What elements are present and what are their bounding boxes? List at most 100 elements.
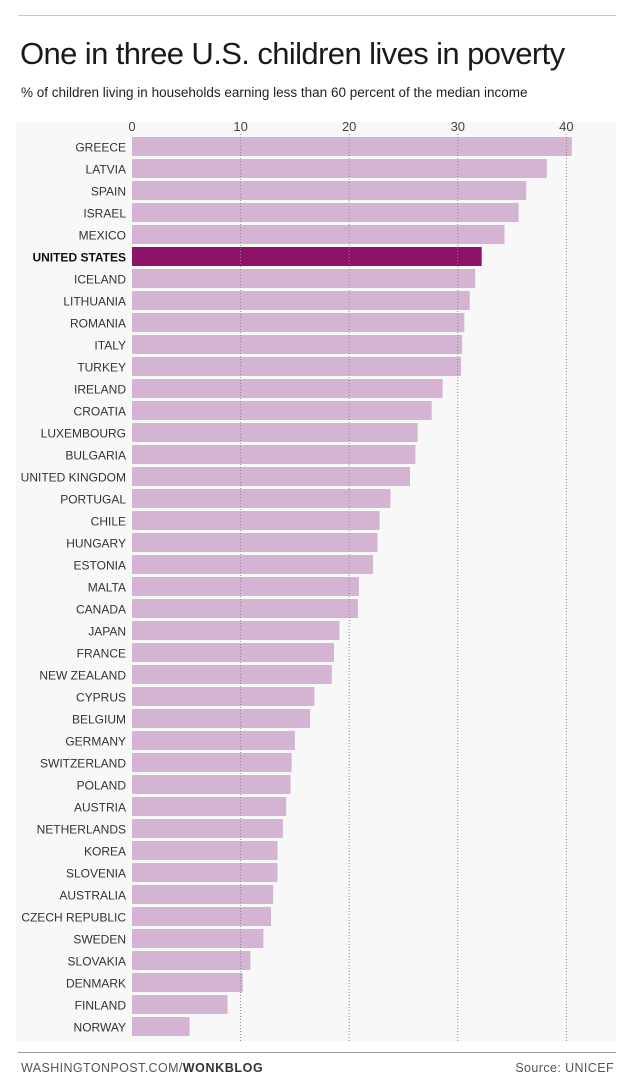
bar-norway <box>132 1017 190 1036</box>
category-label-croatia: CROATIA <box>74 405 126 419</box>
x-axis-ticks: 0 10 20 30 40 <box>128 119 573 134</box>
bar-slovakia <box>132 951 251 970</box>
category-label-slovakia: SLOVAKIA <box>68 955 126 969</box>
bar-latvia <box>132 159 547 178</box>
category-label-bulgaria: BULGARIA <box>65 449 126 463</box>
category-label-united-states: UNITED STATES <box>32 251 126 265</box>
category-label-portugal: PORTUGAL <box>60 493 126 507</box>
bar-mexico <box>132 225 505 244</box>
bar-italy <box>132 335 463 354</box>
bar-united-kingdom <box>132 467 411 486</box>
bar-austria <box>132 797 287 816</box>
bar-cyprus <box>132 687 315 706</box>
category-label-cyprus: CYPRUS <box>76 691 126 705</box>
category-label-italy: ITALY <box>94 339 126 353</box>
chart-subtitle: % of children living in households earni… <box>21 85 528 100</box>
x-tick-label-0: 0 <box>128 119 135 134</box>
bar-romania <box>132 313 465 332</box>
bar-israel <box>132 203 519 222</box>
bottom-rule <box>18 1052 616 1053</box>
x-tick-label-40: 40 <box>559 119 573 134</box>
bar-spain <box>132 181 527 200</box>
bar-chart: 0 10 20 30 40 GREECE LATVIA SPAIN ISRAEL MEXICO U… <box>20 119 574 1041</box>
bar-denmark <box>132 973 243 992</box>
chart-title: One in three U.S. children lives in pove… <box>20 36 565 71</box>
bar-slovenia <box>132 863 278 882</box>
bar-ireland <box>132 379 443 398</box>
category-label-canada: CANADA <box>76 603 126 617</box>
gridlines-group <box>240 134 567 1041</box>
bar-germany <box>132 731 295 750</box>
category-label-romania: ROMANIA <box>70 317 126 331</box>
category-label-slovenia: SLOVENIA <box>66 867 126 881</box>
bar-japan <box>132 621 340 640</box>
category-label-poland: POLAND <box>77 779 127 793</box>
category-label-switzerland: SWITZERLAND <box>40 757 126 771</box>
bar-croatia <box>132 401 432 420</box>
top-rule <box>18 15 616 16</box>
category-label-norway: NORWAY <box>74 1021 126 1035</box>
x-tick-label-20: 20 <box>342 119 356 134</box>
bar-turkey <box>132 357 462 376</box>
bar-malta <box>132 577 359 596</box>
bar-poland <box>132 775 291 794</box>
category-label-united-kingdom: UNITED KINGDOM <box>21 471 126 485</box>
footer-source: Source: UNICEF <box>515 1061 614 1075</box>
bar-finland <box>132 995 228 1014</box>
category-label-japan: JAPAN <box>88 625 126 639</box>
category-labels: GREECE LATVIA SPAIN ISRAEL MEXICO UNITED STAT… <box>21 141 127 1035</box>
category-label-chile: CHILE <box>91 515 126 529</box>
bar-lithuania <box>132 291 470 310</box>
bar-netherlands <box>132 819 283 838</box>
category-label-austria: AUSTRIA <box>74 801 126 815</box>
category-label-new-zealand: NEW ZEALAND <box>39 669 126 683</box>
bar-canada <box>132 599 358 618</box>
x-tick-label-10: 10 <box>233 119 247 134</box>
category-label-mexico: MEXICO <box>79 229 126 243</box>
category-label-sweden: SWEDEN <box>73 933 126 947</box>
footer-site: WASHINGTONPOST.COM/ <box>21 1061 183 1075</box>
bar-korea <box>132 841 278 860</box>
category-label-denmark: DENMARK <box>66 977 126 991</box>
category-label-czech-republic: CZECH REPUBLIC <box>21 911 126 925</box>
bar-new-zealand <box>132 665 332 684</box>
category-label-lithuania: LITHUANIA <box>63 295 126 309</box>
category-label-australia: AUSTRALIA <box>59 889 126 903</box>
bar-greece <box>132 137 572 156</box>
bar-czech-republic <box>132 907 272 926</box>
category-label-luxembourg: LUXEMBOURG <box>41 427 126 441</box>
category-label-israel: ISRAEL <box>83 207 126 221</box>
category-label-malta: MALTA <box>88 581 126 595</box>
footer-credit: WASHINGTONPOST.COM/WONKBLOG <box>21 1060 263 1076</box>
category-label-spain: SPAIN <box>91 185 126 199</box>
bar-portugal <box>132 489 391 508</box>
category-label-ireland: IRELAND <box>74 383 126 397</box>
bar-hungary <box>132 533 378 552</box>
x-tick-label-30: 30 <box>451 119 465 134</box>
category-label-latvia: LATVIA <box>86 163 126 177</box>
bar-chile <box>132 511 380 530</box>
category-label-estonia: ESTONIA <box>74 559 126 573</box>
bar-luxembourg <box>132 423 418 442</box>
category-label-germany: GERMANY <box>65 735 126 749</box>
bar-bulgaria <box>132 445 416 464</box>
bar-estonia <box>132 555 374 574</box>
bar-united-states <box>132 247 482 266</box>
category-label-belgium: BELGIUM <box>72 713 126 727</box>
bar-australia <box>132 885 274 904</box>
category-label-hungary: HUNGARY <box>66 537 126 551</box>
category-label-finland: FINLAND <box>75 999 127 1013</box>
bar-sweden <box>132 929 264 948</box>
footer-section[interactable]: WONKBLOG <box>182 1061 264 1075</box>
category-label-turkey: TURKEY <box>77 361 126 375</box>
bar-iceland <box>132 269 476 288</box>
category-label-korea: KOREA <box>84 845 126 859</box>
category-label-iceland: ICELAND <box>74 273 126 287</box>
bar-switzerland <box>132 753 292 772</box>
category-label-netherlands: NETHERLANDS <box>37 823 126 837</box>
category-label-greece: GREECE <box>75 141 126 155</box>
category-label-france: FRANCE <box>77 647 126 661</box>
bars-group <box>132 137 572 1036</box>
bar-france <box>132 643 334 662</box>
bar-belgium <box>132 709 311 728</box>
